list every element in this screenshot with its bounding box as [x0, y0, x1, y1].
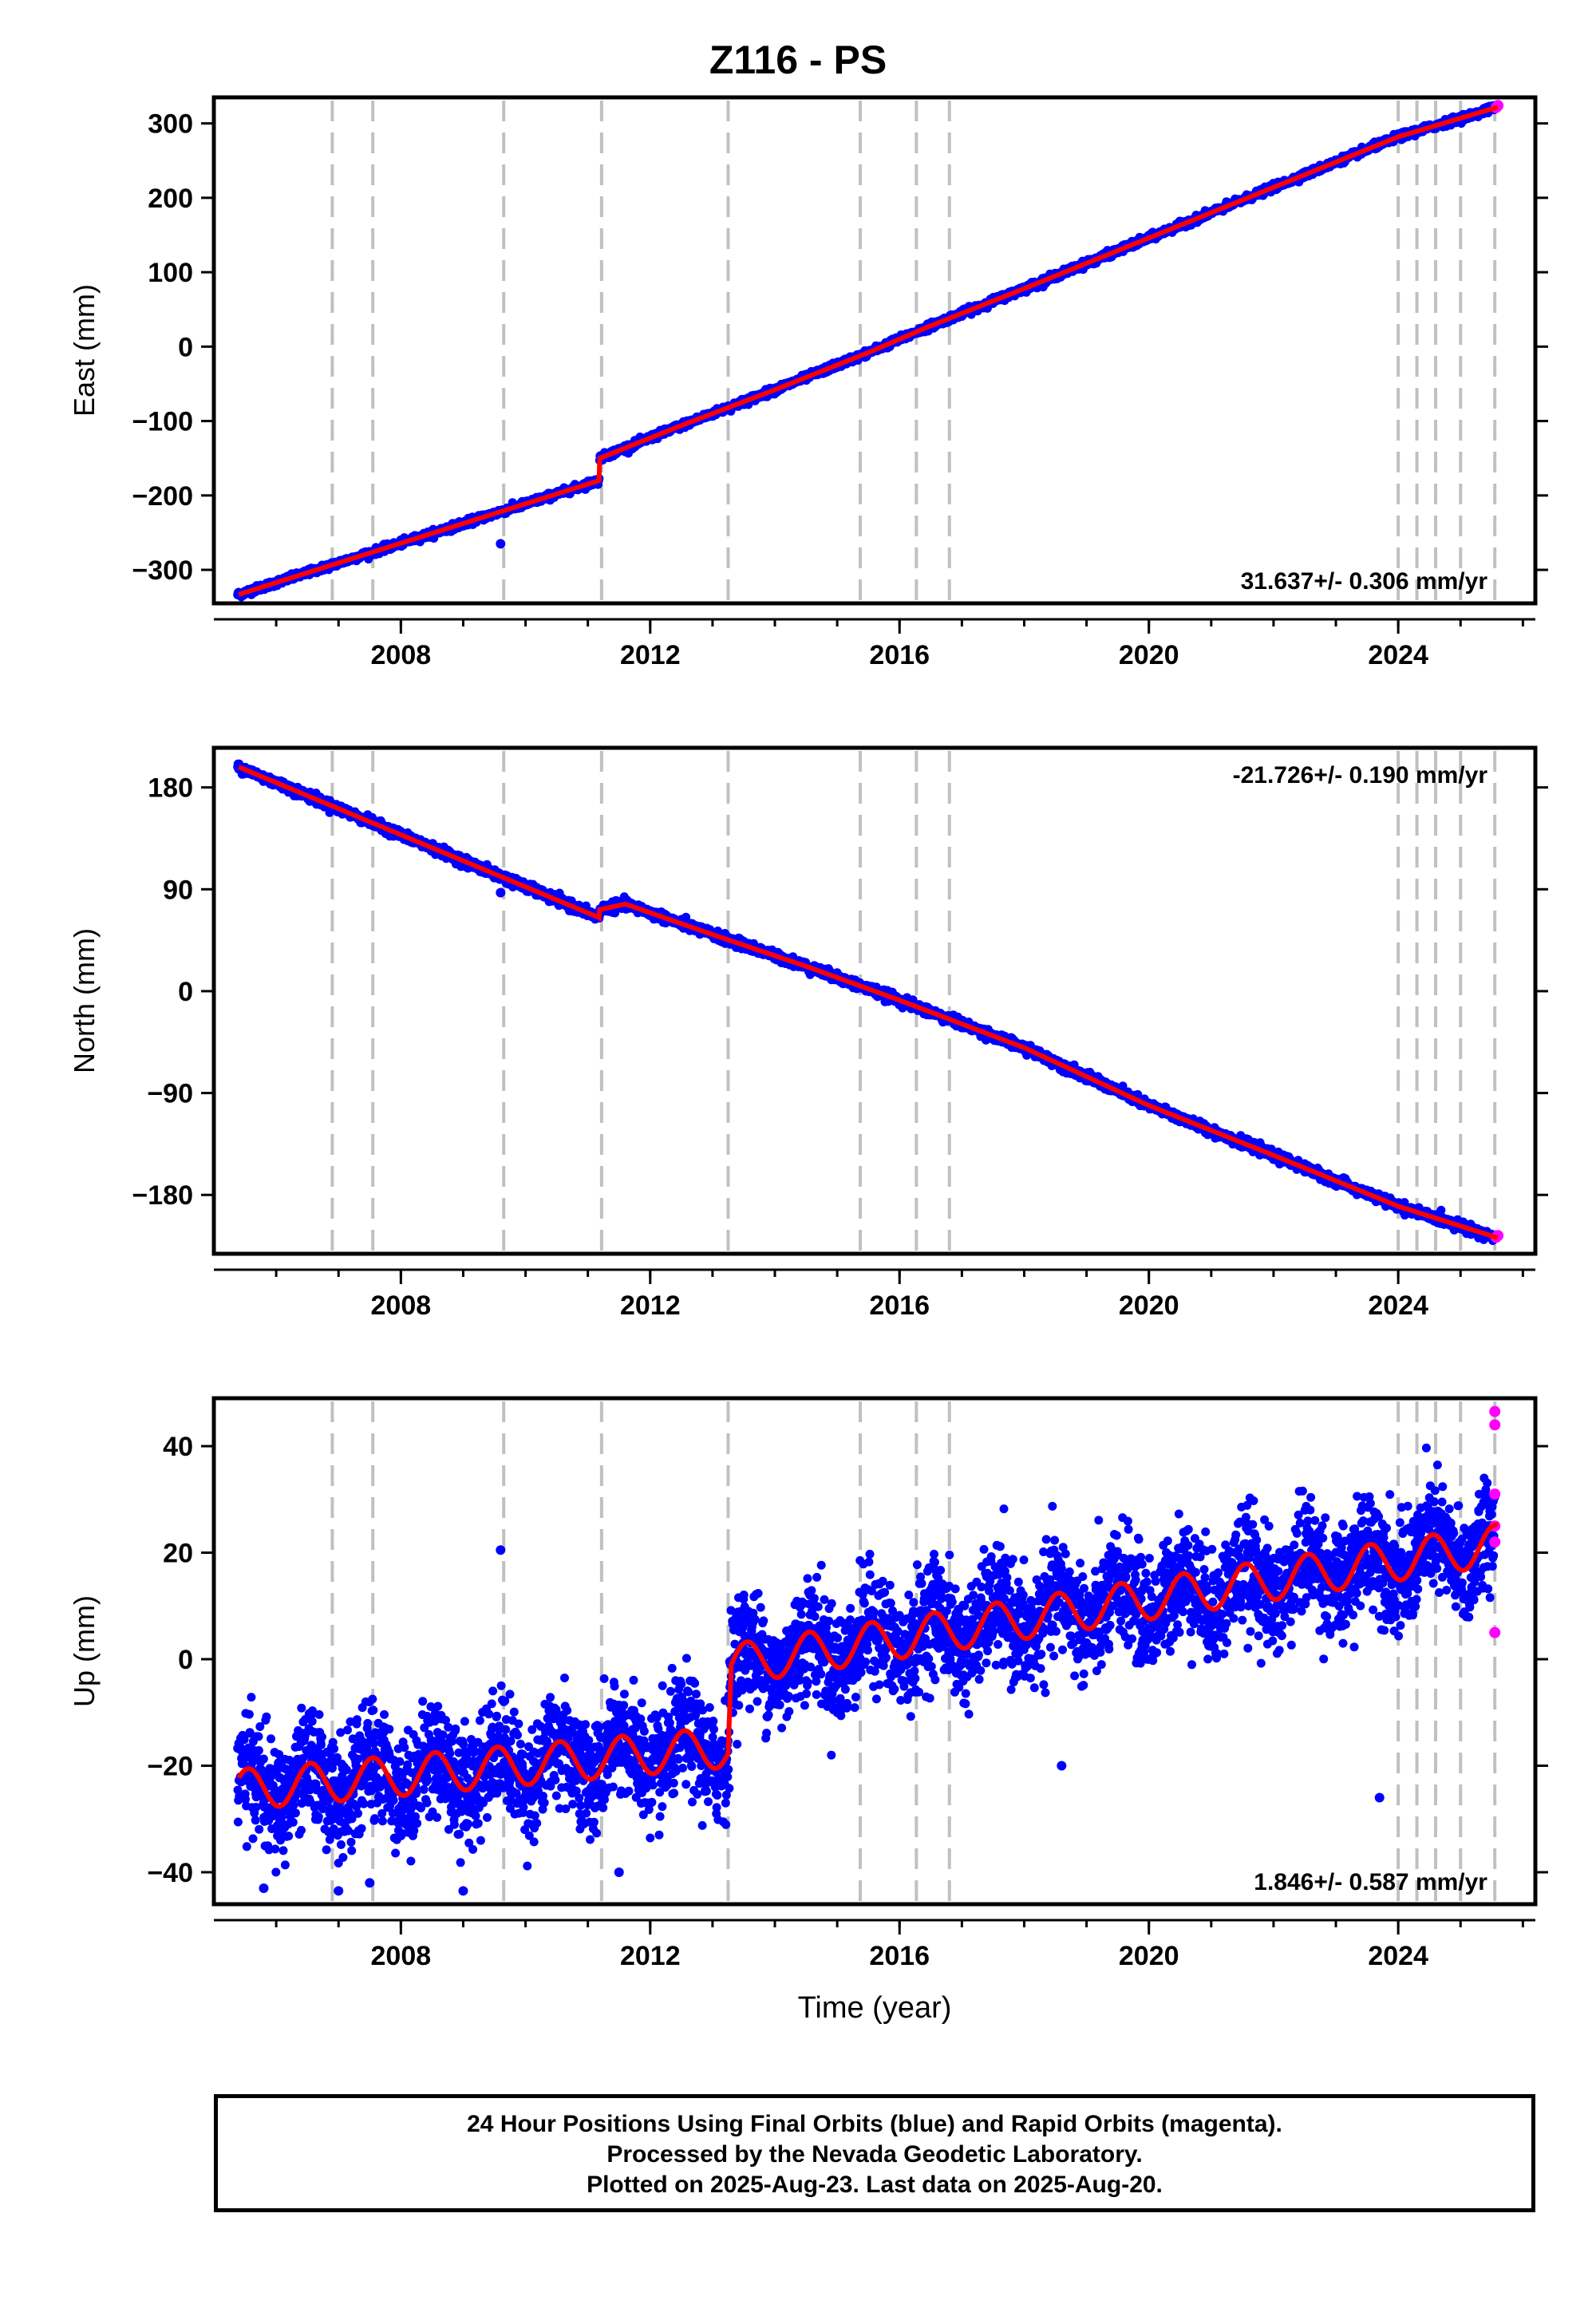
y-tick-label: −300 [132, 555, 193, 586]
x-tick-label: 2024 [1368, 640, 1428, 670]
y-tick-label: −200 [132, 481, 193, 512]
y-axis-label: East (mm) [68, 284, 101, 417]
panels-layer: −300 −200 −100 0 100 200 300 2008 2012 2016 2020 20… [68, 95, 1548, 2025]
y-tick-label: 100 [148, 258, 193, 288]
outlier-point [496, 539, 506, 549]
panel-east: −300 −200 −100 0 100 200 300 2008 2012 2016 2020 20… [68, 95, 1548, 670]
x-tick-label: 2012 [620, 640, 681, 670]
rate-label: 31.637+/- 0.306 mm/yr [1241, 568, 1488, 595]
x-tick-label: 2016 [869, 640, 930, 670]
y-tick-label: 200 [148, 184, 193, 214]
x-tick-label: 2020 [1119, 640, 1179, 670]
y-tick-label: −100 [132, 407, 193, 437]
x-tick-label: 2008 [371, 640, 432, 670]
y-tick-label: 300 [148, 109, 193, 140]
y-tick-label: 0 [178, 332, 193, 362]
